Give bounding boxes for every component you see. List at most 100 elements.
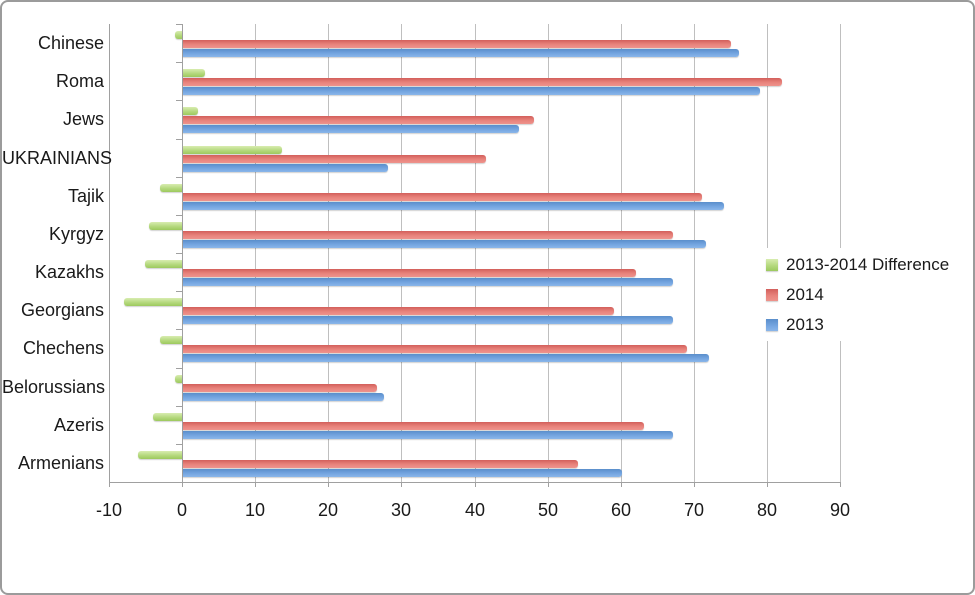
x-axis-tick-label: 60	[610, 500, 632, 520]
bar-2013-2014-difference	[138, 451, 183, 459]
legend-item: 2013-2014 Difference	[766, 255, 949, 274]
bar-2013-2014-difference	[175, 31, 183, 39]
category-label: Chinese	[37, 33, 104, 53]
bar-2013-2014-difference	[183, 107, 199, 115]
x-axis-tick	[694, 482, 695, 487]
category-axis-tick	[176, 62, 183, 63]
category-axis-tick	[176, 291, 183, 292]
legend-swatch-red	[766, 288, 778, 301]
bar-2013	[183, 49, 740, 57]
x-gridline	[401, 24, 402, 482]
x-axis-tick-label: 90	[829, 500, 851, 520]
bar-2013	[183, 469, 623, 477]
bar-2013-2014-difference	[153, 413, 183, 421]
category-axis-tick	[176, 100, 183, 101]
x-axis-tick-label: 30	[390, 500, 412, 520]
bar-2013	[183, 87, 761, 95]
legend-item: 2014	[766, 285, 949, 304]
x-axis-tick-label: 0	[176, 500, 187, 520]
x-gridline	[328, 24, 329, 482]
category-label: UKRAINIANS	[2, 148, 113, 168]
bar-2014	[183, 345, 688, 353]
bar-2013-2014-difference	[183, 69, 206, 77]
bar-2013	[183, 316, 674, 324]
x-gridline	[182, 24, 183, 482]
bar-2014	[183, 155, 487, 163]
x-axis-tick-label: 80	[756, 500, 778, 520]
x-axis-tick-label: 70	[683, 500, 705, 520]
bar-2014	[183, 384, 378, 392]
category-axis-tick	[176, 368, 183, 369]
x-gridline	[475, 24, 476, 482]
category-axis-tick	[176, 444, 183, 445]
x-axis-tick	[621, 482, 622, 487]
category-label: Azeris	[53, 415, 104, 435]
x-gridline	[621, 24, 622, 482]
bar-2013-2014-difference	[160, 184, 183, 192]
category-axis-tick	[176, 177, 183, 178]
bar-2013-2014-difference	[183, 146, 283, 154]
legend-label: 2013-2014 Difference	[786, 254, 950, 274]
x-axis-tick	[328, 482, 329, 487]
bar-2013-2014-difference	[160, 336, 183, 344]
x-gridline	[109, 24, 110, 482]
bar-2013-2014-difference	[149, 222, 183, 230]
x-axis-tick	[109, 482, 110, 487]
category-label: Kazakhs	[34, 262, 104, 282]
bar-2013	[183, 278, 674, 286]
x-axis-tick	[767, 482, 768, 487]
bar-2014	[183, 460, 579, 468]
x-axis-tick	[255, 482, 256, 487]
legend-swatch-green	[766, 258, 778, 271]
bar-2013	[183, 354, 710, 362]
bar-2013-2014-difference	[124, 298, 183, 306]
bar-2014	[183, 40, 732, 48]
bar-2014	[183, 116, 535, 124]
bar-2013-2014-difference	[175, 375, 183, 383]
x-axis-tick-label: -10	[95, 500, 122, 520]
x-gridline	[548, 24, 549, 482]
category-axis-tick	[176, 482, 183, 483]
x-axis-tick-label: 40	[464, 500, 486, 520]
category-axis-tick	[176, 215, 183, 216]
bar-2013	[183, 202, 725, 210]
x-axis-tick-label: 10	[244, 500, 266, 520]
category-label: Kyrgyz	[48, 224, 104, 244]
x-axis-tick	[401, 482, 402, 487]
x-axis-tick	[548, 482, 549, 487]
bar-2013	[183, 431, 674, 439]
x-axis-tick-label: 20	[317, 500, 339, 520]
x-axis-tick	[475, 482, 476, 487]
category-axis-tick	[176, 253, 183, 254]
bar-2014	[183, 231, 674, 239]
x-gridline	[255, 24, 256, 482]
legend-label: 2014	[786, 284, 824, 304]
bar-2014	[183, 269, 637, 277]
category-axis-tick	[176, 406, 183, 407]
bar-2014	[183, 422, 645, 430]
bar-2014	[183, 193, 703, 201]
category-label: Armenians	[17, 453, 104, 473]
legend-label: 2013	[786, 314, 824, 334]
category-axis-tick	[176, 24, 183, 25]
bar-2014	[183, 307, 615, 315]
bar-2013	[183, 164, 389, 172]
legend-swatch-blue	[766, 318, 778, 331]
category-label: Belorussians	[2, 377, 106, 397]
x-axis-line	[109, 482, 841, 483]
bar-2013	[183, 240, 707, 248]
legend-item: 2013	[766, 315, 949, 334]
bar-2013-2014-difference	[145, 260, 183, 268]
bar-2013	[183, 393, 385, 401]
x-axis-tick	[840, 482, 841, 487]
category-label: Roma	[55, 71, 104, 91]
category-label: Chechens	[22, 338, 104, 358]
category-label: Tajik	[67, 186, 104, 206]
category-axis-tick	[176, 139, 183, 140]
legend: 2013-2014 Difference 2014 2013	[756, 248, 960, 341]
x-axis-tick	[182, 482, 183, 487]
